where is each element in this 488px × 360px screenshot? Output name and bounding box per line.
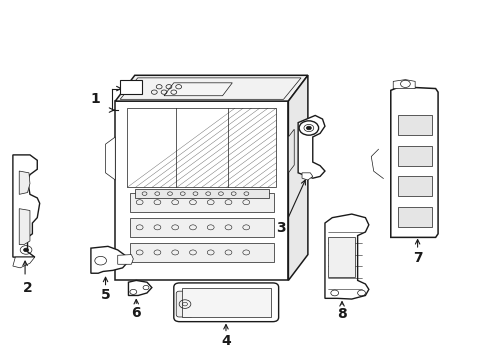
- Polygon shape: [19, 171, 30, 194]
- Text: 3: 3: [276, 221, 285, 235]
- Bar: [127, 108, 276, 187]
- Polygon shape: [91, 246, 127, 273]
- Polygon shape: [325, 214, 368, 299]
- Polygon shape: [19, 209, 30, 244]
- Text: 2: 2: [22, 280, 32, 294]
- Polygon shape: [298, 116, 325, 178]
- Bar: [120, 80, 142, 94]
- Text: 4: 4: [221, 334, 230, 348]
- Circle shape: [23, 248, 28, 252]
- Polygon shape: [397, 146, 431, 166]
- Bar: [328, 237, 354, 277]
- Polygon shape: [130, 193, 273, 212]
- Polygon shape: [13, 155, 40, 257]
- Polygon shape: [130, 218, 273, 237]
- Polygon shape: [390, 87, 437, 237]
- Polygon shape: [302, 173, 312, 180]
- Text: 5: 5: [101, 288, 110, 302]
- Text: 6: 6: [131, 306, 141, 320]
- Polygon shape: [115, 75, 307, 101]
- Text: 1: 1: [91, 92, 101, 106]
- Text: 8: 8: [336, 307, 346, 321]
- Polygon shape: [397, 176, 431, 196]
- FancyBboxPatch shape: [173, 283, 278, 321]
- Polygon shape: [397, 207, 431, 226]
- Polygon shape: [392, 80, 414, 89]
- Polygon shape: [13, 257, 35, 268]
- Text: 7: 7: [412, 251, 422, 265]
- Circle shape: [306, 126, 311, 130]
- Polygon shape: [163, 83, 232, 96]
- Polygon shape: [288, 129, 294, 173]
- Polygon shape: [397, 116, 431, 135]
- Polygon shape: [118, 255, 133, 264]
- Bar: [115, 101, 288, 280]
- Polygon shape: [128, 280, 152, 296]
- Polygon shape: [130, 243, 273, 262]
- Bar: [182, 288, 270, 317]
- Polygon shape: [288, 75, 307, 280]
- FancyBboxPatch shape: [176, 291, 193, 317]
- Polygon shape: [135, 189, 268, 198]
- Polygon shape: [105, 137, 115, 180]
